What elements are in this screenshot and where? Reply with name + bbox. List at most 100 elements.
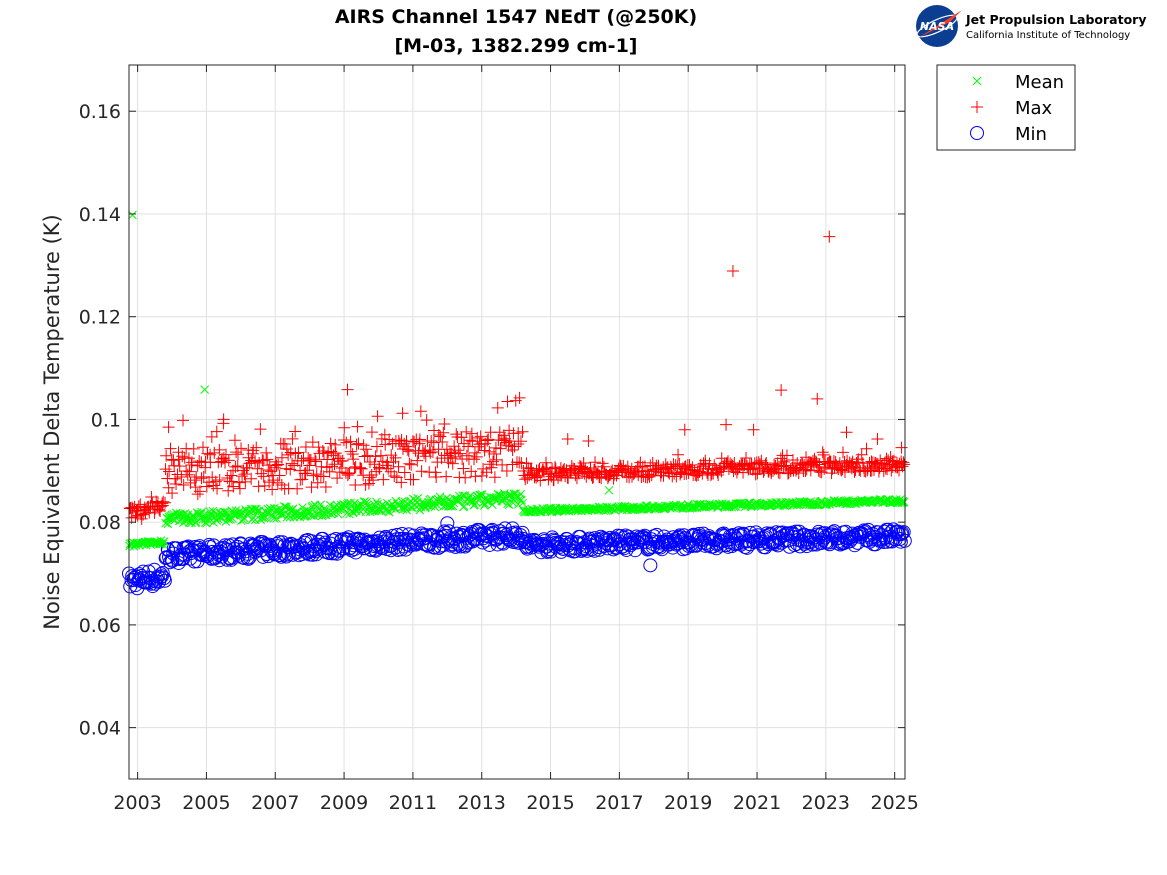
mean-point [288, 504, 298, 514]
x-tick-label: 2025 [870, 792, 918, 814]
mean-point [163, 519, 173, 529]
legend-mean-marker [972, 76, 982, 86]
max-point [363, 471, 376, 484]
x-tick-label: 2019 [664, 792, 712, 814]
mean-point [899, 497, 909, 507]
max-point [195, 472, 208, 485]
max-point [772, 466, 785, 479]
min-point [267, 547, 282, 562]
max-point [344, 445, 357, 458]
max-point [352, 437, 365, 450]
max-point [217, 413, 230, 426]
y-tick-label: 0.14 [79, 204, 121, 226]
min-point [498, 521, 513, 536]
mean-point [159, 537, 169, 546]
max-point [419, 450, 432, 463]
max-point [295, 455, 308, 468]
max-point [162, 421, 175, 434]
max-point [382, 462, 395, 475]
max-point [129, 511, 142, 524]
min-point [636, 529, 651, 544]
min-point [515, 525, 530, 540]
legend: Mean Max Min [936, 64, 1076, 151]
min-point [277, 538, 292, 553]
max-point [897, 456, 910, 469]
min-point [884, 524, 899, 539]
max-point [162, 481, 175, 494]
max-point [254, 423, 267, 436]
max-point [405, 458, 418, 471]
mean-point [128, 210, 137, 220]
max-point [163, 465, 176, 478]
max-point [561, 432, 574, 445]
max-point [751, 467, 764, 480]
max-point [516, 425, 529, 438]
max-point [307, 469, 320, 482]
max-point [449, 450, 462, 463]
max-point [407, 473, 420, 486]
max-point [463, 434, 476, 447]
max-point [373, 461, 386, 474]
max-point [454, 447, 467, 460]
max-point [311, 476, 324, 489]
max-point [513, 391, 526, 404]
max-point [154, 504, 167, 517]
max-point [261, 453, 274, 466]
max-point [424, 446, 437, 459]
max-point [260, 446, 273, 459]
min-point [512, 535, 527, 550]
max-point [181, 468, 194, 481]
max-point [471, 431, 484, 444]
max-point [166, 487, 179, 500]
max-point [396, 407, 409, 420]
max-point [480, 466, 493, 479]
jpl-name: Jet Propulsion Laboratory [965, 12, 1146, 27]
mean-point [714, 499, 724, 509]
max-point [673, 457, 686, 470]
max-point [377, 473, 390, 486]
max-point [183, 465, 196, 478]
min-point [212, 553, 227, 568]
max-point [299, 467, 312, 480]
max-point [429, 466, 442, 479]
max-point [487, 455, 500, 468]
min-point [895, 525, 910, 540]
mean-point [219, 507, 229, 517]
max-point [224, 469, 237, 482]
max-point [286, 432, 299, 445]
max-point [341, 383, 354, 396]
max-point [780, 449, 793, 462]
min-point [383, 543, 398, 558]
max-point [489, 441, 502, 454]
max-point [491, 401, 504, 414]
max-point [208, 446, 221, 459]
max-point [799, 465, 812, 478]
legend-box [936, 64, 1076, 151]
max-point [270, 459, 283, 472]
max-point [201, 447, 214, 460]
legend-mean-symbol [972, 76, 982, 86]
min-point [437, 524, 452, 539]
mean-point [282, 512, 292, 522]
max-point [672, 448, 685, 461]
x-tick-label: 2007 [251, 792, 299, 814]
nasa-badge-text: NASA [920, 20, 954, 33]
max-point [272, 458, 285, 471]
min-point [241, 551, 256, 566]
max-point [498, 434, 511, 447]
max-point [365, 426, 378, 439]
max-point [235, 442, 248, 455]
max-point [343, 467, 356, 480]
mean-point [308, 501, 318, 511]
max-point [427, 436, 440, 449]
max-point [437, 426, 450, 439]
max-point [720, 418, 733, 431]
mean-point [372, 497, 381, 507]
max-point [898, 458, 911, 471]
min-point [780, 526, 795, 541]
max-point [175, 470, 188, 483]
mean-point [194, 509, 204, 519]
max-point [361, 449, 374, 462]
max-point [415, 465, 428, 478]
max-point [466, 435, 479, 448]
